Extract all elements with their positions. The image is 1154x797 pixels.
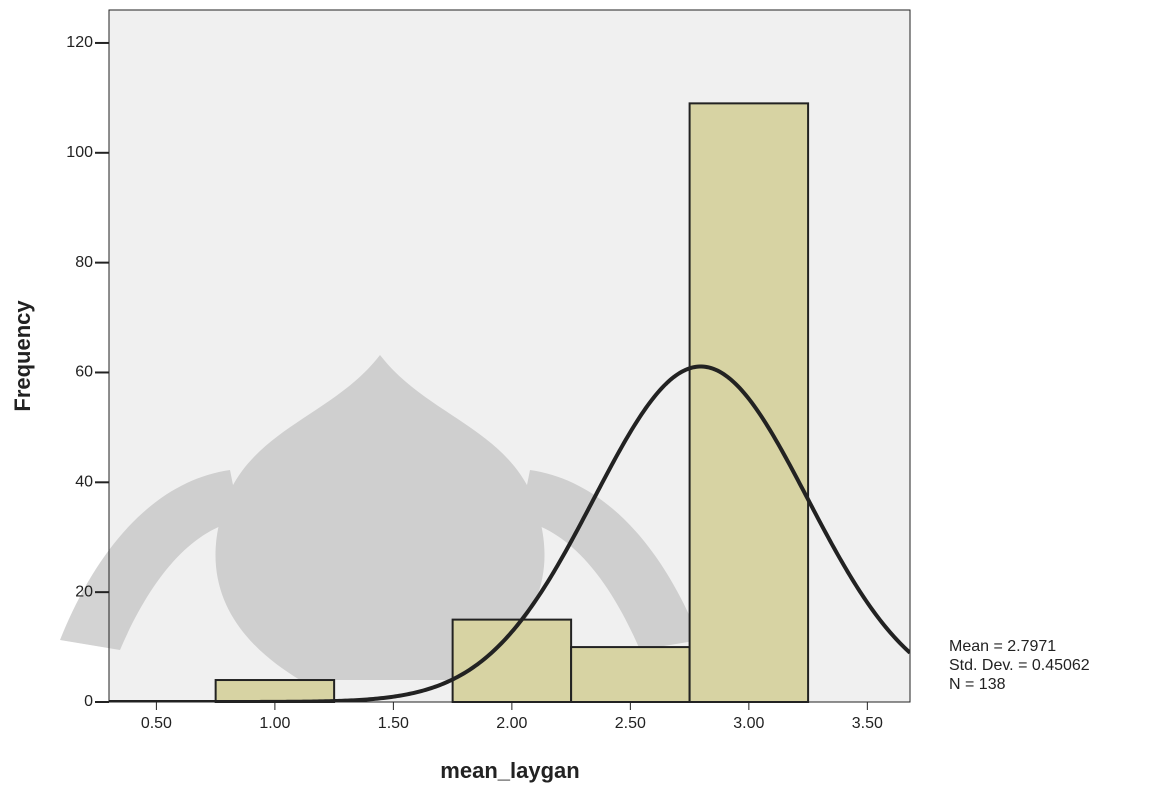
y-tick-label: 80 — [75, 254, 93, 271]
y-tick-label: 0 — [84, 693, 93, 710]
plot-border — [108, 9, 911, 703]
x-tick-label: 3.00 — [733, 715, 764, 732]
bar — [688, 102, 810, 704]
y-tick-label: 100 — [66, 144, 93, 161]
x-tick-label: 0.50 — [141, 715, 172, 732]
bar — [570, 646, 691, 703]
x-tick-label: 3.50 — [852, 715, 883, 732]
y-tick-label: 120 — [66, 34, 93, 51]
y-tick-label: 40 — [75, 474, 93, 491]
stats-label: N = 138 — [949, 676, 1006, 693]
y-axis-title: Frequency — [10, 300, 35, 412]
bar — [214, 679, 336, 703]
y-tick-label: 60 — [75, 364, 93, 381]
stats-label: Mean = 2.7971 — [949, 638, 1056, 655]
stats-label: Std. Dev. = 0.45062 — [949, 657, 1090, 674]
x-axis-title: mean_laygan — [440, 758, 579, 783]
y-tick-label: 20 — [75, 583, 93, 600]
x-tick-label: 2.00 — [496, 715, 527, 732]
watermark — [60, 355, 700, 680]
x-tick-label: 2.50 — [615, 715, 646, 732]
x-tick-label: 1.50 — [378, 715, 409, 732]
x-tick-label: 1.00 — [259, 715, 290, 732]
